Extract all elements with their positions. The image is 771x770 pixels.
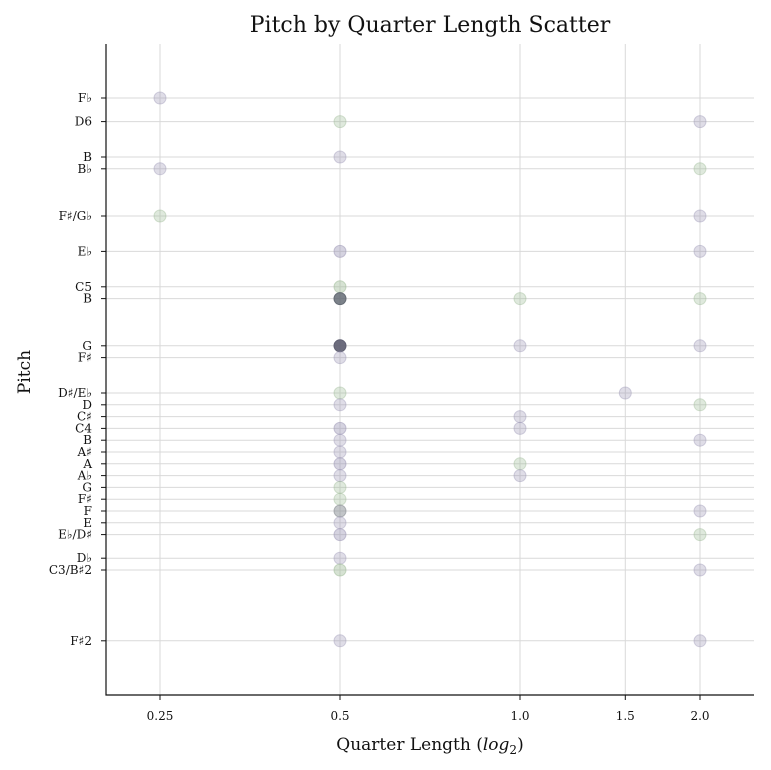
y-tick-label: F♯/G♭ — [59, 209, 92, 223]
scatter-point — [333, 150, 347, 164]
scatter-point — [153, 209, 167, 223]
scatter-point — [333, 480, 347, 494]
scatter-point — [693, 115, 707, 129]
y-tick-label: B — [83, 292, 92, 306]
y-tick-label: E♭ — [78, 244, 92, 258]
data-points — [153, 91, 707, 648]
scatter-point — [333, 469, 347, 483]
scatter-point — [693, 563, 707, 577]
scatter-point — [333, 551, 347, 565]
scatter-point — [333, 421, 347, 435]
y-tick-label: F — [84, 504, 92, 518]
scatter-point — [333, 280, 347, 294]
scatter-point — [513, 469, 527, 483]
scatter-point — [333, 433, 347, 447]
scatter-point — [693, 339, 707, 353]
scatter-point — [333, 634, 347, 648]
y-tick-label: A — [82, 457, 92, 471]
grid-lines — [106, 44, 754, 695]
chart-title: Pitch by Quarter Length Scatter — [250, 13, 611, 38]
scatter-point — [333, 292, 347, 306]
scatter-point — [333, 457, 347, 471]
scatter-point — [153, 91, 167, 105]
axis-ticks: F♭D6BB♭F♯/G♭E♭C5BGF♯D♯/E♭DC♯C4BA♯AA♭GF♯F… — [49, 91, 710, 723]
x-tick-label: 0.25 — [147, 709, 174, 723]
x-tick-label: 0.5 — [330, 709, 349, 723]
scatter-point — [618, 386, 632, 400]
scatter-point — [693, 162, 707, 176]
y-tick-label: A♭ — [77, 469, 92, 483]
y-tick-label: F♯ — [78, 492, 92, 506]
scatter-point — [693, 504, 707, 518]
y-axis-label: Pitch — [15, 350, 35, 394]
scatter-point — [693, 634, 707, 648]
y-tick-label: B♭ — [78, 162, 92, 176]
x-axis-label: Quarter Length (log2) — [336, 735, 523, 757]
scatter-point — [513, 457, 527, 471]
y-tick-label: E♭/D♯ — [58, 528, 92, 542]
axis-spines — [105, 44, 754, 696]
y-tick-label: C3/B♯2 — [49, 563, 92, 577]
scatter-point — [333, 351, 347, 365]
y-tick-label: E — [83, 516, 92, 530]
scatter-point — [333, 386, 347, 400]
scatter-point — [513, 421, 527, 435]
scatter-point — [513, 339, 527, 353]
scatter-point — [333, 445, 347, 459]
scatter-point — [333, 516, 347, 530]
y-tick-label: D6 — [75, 115, 92, 129]
y-tick-label: G — [82, 339, 92, 353]
scatter-point — [333, 492, 347, 506]
y-tick-label: A♯ — [77, 445, 92, 459]
scatter-point — [513, 410, 527, 424]
y-tick-label: F♭ — [78, 91, 92, 105]
scatter-point — [513, 292, 527, 306]
y-tick-label: F♯ — [78, 351, 92, 365]
scatter-point — [693, 528, 707, 542]
scatter-point — [333, 244, 347, 258]
y-tick-label: D — [82, 398, 92, 412]
y-tick-label: B — [83, 150, 92, 164]
y-tick-label: D♯/E♭ — [58, 386, 92, 400]
y-tick-label: C5 — [75, 280, 92, 294]
scatter-point — [333, 504, 347, 518]
scatter-point — [333, 563, 347, 577]
scatter-point — [693, 398, 707, 412]
scatter-point — [693, 292, 707, 306]
x-tick-label: 1.0 — [510, 709, 529, 723]
y-tick-label: B — [83, 433, 92, 447]
y-tick-label: G — [82, 480, 92, 494]
y-tick-label: D♭ — [77, 551, 92, 565]
x-tick-label: 2.0 — [690, 709, 709, 723]
x-tick-label: 1.5 — [616, 709, 635, 723]
y-tick-label: C4 — [75, 421, 92, 435]
scatter-point — [333, 115, 347, 129]
scatter-point — [693, 209, 707, 223]
y-tick-label: F♯2 — [70, 634, 92, 648]
scatter-point — [153, 162, 167, 176]
y-tick-label: C♯ — [77, 410, 92, 424]
scatter-point — [693, 244, 707, 258]
scatter-point — [333, 398, 347, 412]
scatter-point — [693, 433, 707, 447]
scatter-point — [333, 339, 347, 353]
scatter-point — [333, 528, 347, 542]
